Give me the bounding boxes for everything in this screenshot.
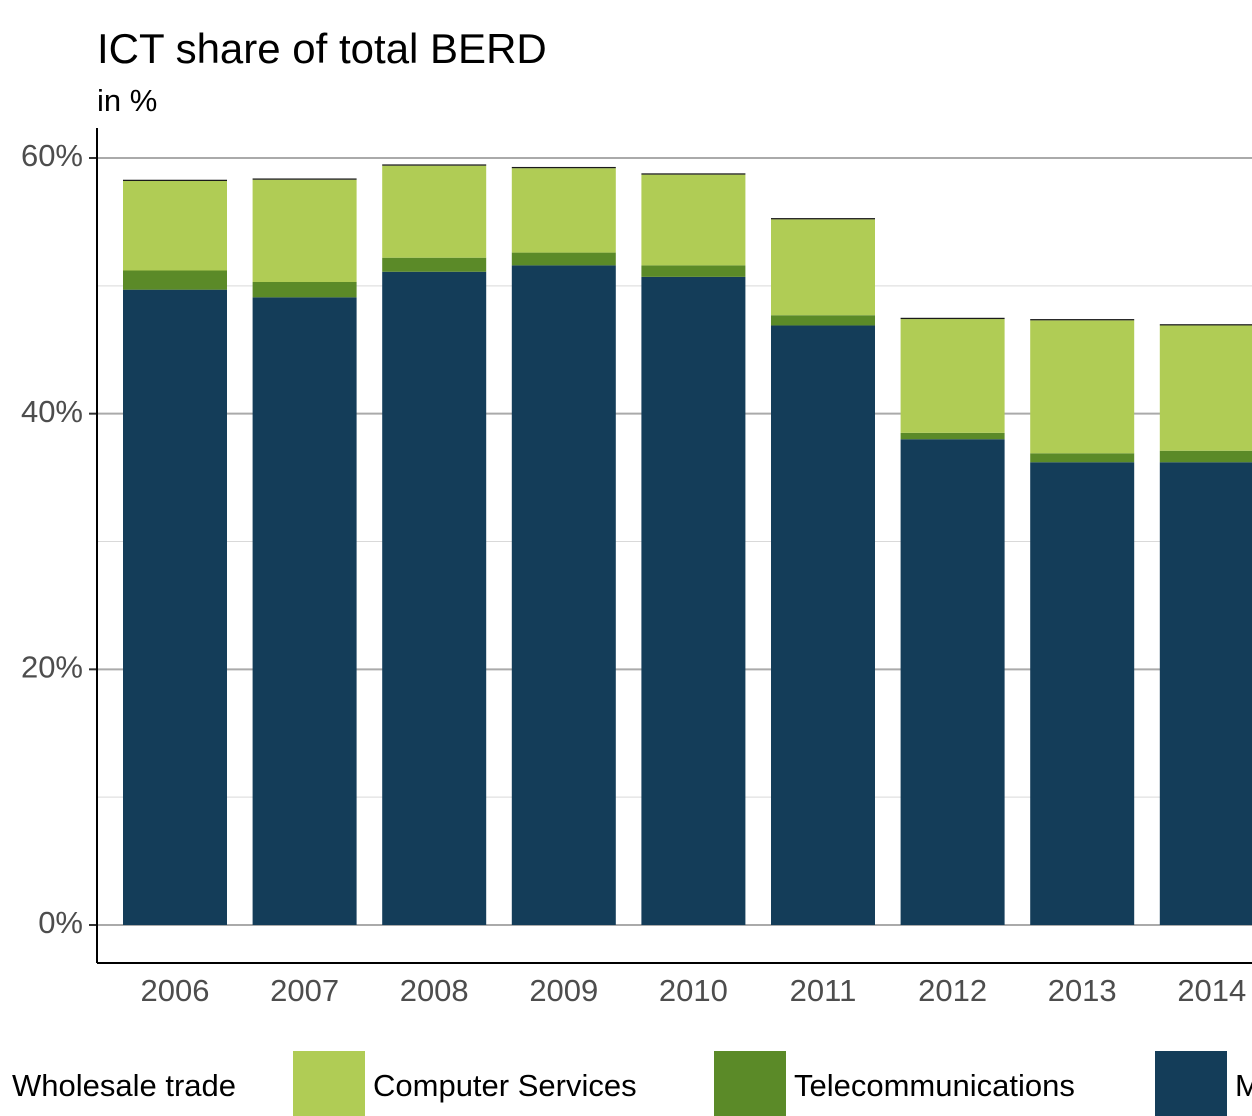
- y-tick-label: 40%: [21, 394, 83, 429]
- legend-label: Wholesale trade: [12, 1068, 236, 1103]
- chart-title: ICT share of total BERD: [97, 25, 547, 72]
- x-tick-label: 2014: [1177, 973, 1246, 1008]
- legend-key: [1155, 1051, 1227, 1116]
- x-tick-label: 2009: [529, 973, 598, 1008]
- x-tick-label: 2012: [918, 973, 987, 1008]
- bar-segment: [1030, 319, 1135, 321]
- chart-subtitle: in %: [97, 83, 157, 118]
- bar-segment: [771, 219, 875, 316]
- x-tick-label: 2008: [400, 973, 469, 1008]
- bar-segment: [641, 276, 746, 925]
- bar-segment: [771, 325, 875, 925]
- bar-segment: [382, 164, 487, 166]
- bar-segment: [641, 173, 746, 175]
- bar-segment: [1030, 453, 1135, 463]
- bar-segment: [771, 315, 875, 326]
- bar-segment: [252, 179, 357, 282]
- bar-segment: [1159, 450, 1252, 463]
- x-tick-label: 2011: [790, 973, 857, 1008]
- bar-segment: [252, 178, 357, 180]
- bar-segment: [900, 432, 1005, 440]
- bar-segment: [1159, 325, 1252, 451]
- bar-segment: [900, 317, 1005, 320]
- legend-label: Computer Services: [373, 1068, 637, 1103]
- x-tick-label: 2006: [141, 973, 210, 1008]
- bar-segment: [511, 265, 616, 925]
- bar-segment: [1030, 462, 1135, 925]
- bar-segment: [641, 174, 746, 266]
- bar-segment: [382, 257, 487, 272]
- legend-label: Telecommunications: [794, 1068, 1075, 1103]
- legend-key: [714, 1051, 786, 1116]
- bar-segment: [382, 165, 487, 258]
- bar-segment: [511, 168, 616, 253]
- y-tick-label: 20%: [21, 650, 83, 685]
- bar-segment: [123, 181, 227, 271]
- bar-segment: [1030, 320, 1135, 454]
- bar-segment: [1159, 462, 1252, 925]
- legend-label: M: [1235, 1068, 1252, 1103]
- bar-segment: [252, 297, 357, 925]
- bar-segment: [382, 271, 487, 925]
- bar-segment: [511, 252, 616, 266]
- x-tick-label: 2013: [1048, 973, 1117, 1008]
- bar-segment: [123, 179, 227, 182]
- bar-segment: [771, 218, 875, 220]
- y-tick-label: 60%: [21, 138, 83, 173]
- y-tick-label: 0%: [38, 905, 83, 940]
- bar-segment: [123, 289, 227, 925]
- bar-segment: [900, 319, 1005, 433]
- bar-segment: [511, 166, 616, 169]
- bar-segment: [252, 281, 357, 298]
- bar-segment: [641, 265, 746, 277]
- x-tick-label: 2010: [659, 973, 728, 1008]
- legend-key: [293, 1051, 365, 1116]
- bar-segment: [123, 270, 227, 290]
- bar-segment: [1159, 324, 1252, 326]
- x-tick-label: 2007: [270, 973, 339, 1008]
- bar-segment: [900, 439, 1005, 925]
